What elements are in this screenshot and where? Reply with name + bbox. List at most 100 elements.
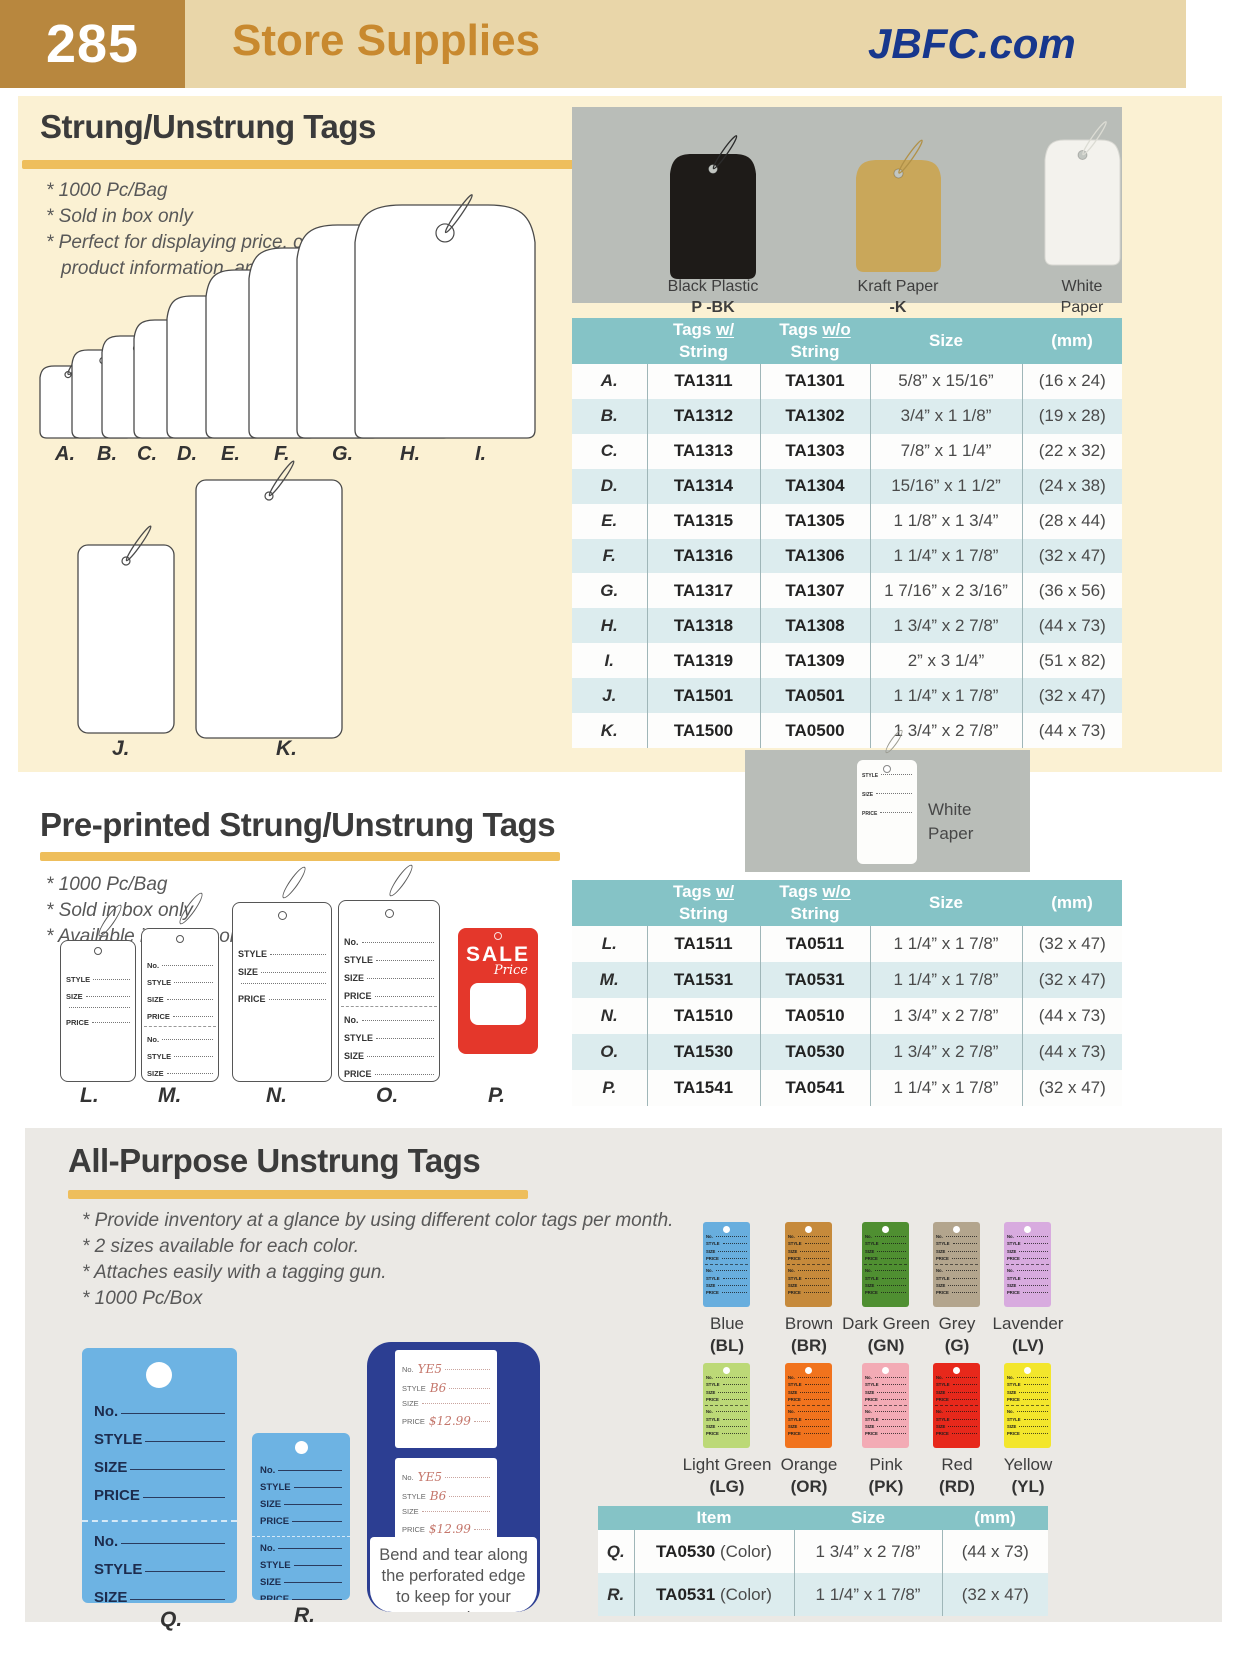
- table-cell: 1 1/4” x 1 7/8”: [869, 926, 1022, 962]
- table-cell: TA1510: [646, 998, 760, 1034]
- tag-field-line: [142, 1497, 225, 1498]
- table-cell: (22 x 32): [1021, 433, 1122, 469]
- tag-field-label: STYLE: [936, 1382, 950, 1388]
- tag-field-row: SIZE: [865, 1424, 906, 1429]
- tag-field-row: STYLE: [238, 949, 326, 959]
- tag-field-label: STYLE: [706, 1275, 720, 1281]
- tag-field-label: PRICE: [402, 1525, 425, 1534]
- color-tag-red: No. STYLE SIZE PRICE No. STYLE SIZE PRICE: [933, 1363, 980, 1448]
- tag-hole: [278, 911, 287, 920]
- tag-field-label: STYLE: [238, 949, 268, 959]
- tag-field-line: [93, 979, 130, 980]
- tag-field-line: [145, 1441, 225, 1442]
- header-cell: (mm): [1022, 880, 1122, 926]
- tag-fields: No. STYLE SIZE PRICE No. STYLE SIZE PRICE: [703, 1234, 750, 1295]
- tag-field-row: SIZE: [706, 1390, 747, 1395]
- fan-letter: A.: [54, 443, 75, 465]
- row-letter: I.: [572, 643, 647, 679]
- diagram-letter-O: O.: [376, 1084, 399, 1107]
- tag-field-label: PRICE: [344, 1069, 372, 1079]
- website-link[interactable]: JBFC.com: [868, 20, 1076, 67]
- row-letter: H.: [572, 608, 647, 644]
- tag-field-label: No.: [1007, 1234, 1014, 1239]
- tag-field-line: [722, 1418, 747, 1420]
- tag-field-line: [881, 1384, 906, 1386]
- tag-field-line: [948, 1391, 977, 1393]
- table-row: E. TA1315 TA1305 1 1/8” x 1 3/4” (28 x 44): [572, 503, 1122, 539]
- tag-field-line: [715, 1270, 747, 1272]
- tag-field-row: No.: [865, 1409, 906, 1414]
- tag-field-label: PRICE: [402, 1417, 425, 1426]
- tag-field-label: SIZE: [94, 1589, 128, 1603]
- tag-field-line: [945, 1236, 977, 1237]
- tag-field-row: No.: [936, 1409, 977, 1414]
- table-cell: 1 3/4” x 2 7/8”: [793, 1530, 942, 1573]
- row-letter: A.: [572, 364, 647, 399]
- table-cell: TA1531: [646, 962, 760, 998]
- tag-field-label: STYLE: [788, 1275, 802, 1281]
- table-cell: TA1318: [646, 608, 760, 644]
- table-row: D. TA1314 TA1304 15/16” x 1 1/2” (24 x 38): [572, 468, 1122, 504]
- section-strung-title: Strung/Unstrung Tags: [40, 108, 376, 145]
- table-cell: TA1319: [646, 643, 760, 679]
- tag-field-row: PRICE: [865, 1290, 906, 1295]
- tag-field-line: [800, 1391, 829, 1393]
- tag-field-label: SIZE: [865, 1282, 875, 1288]
- tag-field-line: [877, 1391, 906, 1393]
- table-row: O. TA1530 TA0530 1 3/4” x 2 7/8” (44 x 73): [572, 1034, 1122, 1070]
- preprinted-tags-table: Tags w/String Tags w/o String Size (mm) L. TA1…: [572, 880, 1122, 1106]
- tag-string: [712, 135, 738, 170]
- tag-field-line: [721, 1433, 747, 1435]
- tag-field-line: [293, 1487, 342, 1488]
- tag-field-line: [803, 1258, 829, 1260]
- tag-fields: No. STYLE SIZE PRICE No. STYLE SIZE PRICE: [862, 1234, 909, 1295]
- tag-field-label: No.: [1007, 1375, 1014, 1380]
- tag-field-line: [121, 1413, 225, 1414]
- color-code: (G): [944, 1336, 970, 1355]
- tag-field-label: SIZE: [147, 1069, 164, 1078]
- diagram-letter-L: L.: [80, 1084, 99, 1107]
- tag-field-line: [876, 793, 912, 794]
- tag-field-label: No.: [865, 1234, 872, 1239]
- tag-field-row: STYLE: [865, 1276, 906, 1281]
- tag-field-row: No.: [1007, 1234, 1048, 1239]
- tag-field-row: SIZE: [147, 995, 213, 1004]
- tag-field-label: STYLE: [788, 1382, 802, 1388]
- color-tag-yellow: No. STYLE SIZE PRICE No. STYLE SIZE PRICE: [1004, 1363, 1051, 1448]
- fan-letter: B.: [97, 443, 117, 465]
- tag-field-label: PRICE: [706, 1431, 719, 1437]
- tag-field-row: SIZE: [936, 1249, 977, 1254]
- tag-field-row: SIZE: [936, 1283, 977, 1288]
- tag-field-label: No.: [344, 1015, 359, 1025]
- color-name: Grey: [938, 1314, 976, 1333]
- tag-field-row: No.: [865, 1268, 906, 1273]
- perforation-line: [935, 1405, 978, 1407]
- tag-field-row: PRICE: [788, 1290, 829, 1295]
- material-tag-label: Kraft Paper -K: [828, 276, 968, 318]
- tag-field-value: $12.99: [428, 1414, 471, 1428]
- tag-field-line: [803, 1399, 829, 1401]
- table-cell: (44 x 73): [1021, 608, 1122, 644]
- tag-field-label: No.: [94, 1403, 119, 1420]
- tag-hole: [805, 1367, 812, 1374]
- tag-field-row: SIZE: [788, 1249, 829, 1254]
- header-cell: Tags w/o String: [760, 880, 870, 926]
- tag-field-line: [376, 1038, 434, 1039]
- section-divider-bar: [68, 1190, 528, 1199]
- material-tag-label: White Paper: [1012, 276, 1152, 318]
- material-photo-panel: [572, 107, 1122, 303]
- tag-field-label: No.: [936, 1375, 943, 1380]
- tag-field-label: PRICE: [147, 1012, 170, 1021]
- table-row: L. TA1511 TA0511 1 1/4” x 1 7/8” (32 x 47): [572, 926, 1122, 962]
- tag-field-row: No.: [865, 1375, 906, 1380]
- table-cell: TA0511: [759, 926, 870, 962]
- tag-field-row: No.: [94, 1403, 225, 1420]
- tag-size-fan-illustration: A. B. C. D. E. F. G. H. I. J. K.: [39, 194, 536, 760]
- page-number-box: 285: [0, 0, 185, 88]
- tag-field-line: [1023, 1384, 1048, 1386]
- tag-hole: [385, 909, 394, 918]
- tag-field-row: PRICE: [706, 1256, 747, 1261]
- tag-field-line: [421, 1403, 490, 1404]
- header-cell: Size: [794, 1506, 942, 1530]
- table-row: H. TA1318 TA1308 1 3/4” x 2 7/8” (44 x 73): [572, 608, 1122, 644]
